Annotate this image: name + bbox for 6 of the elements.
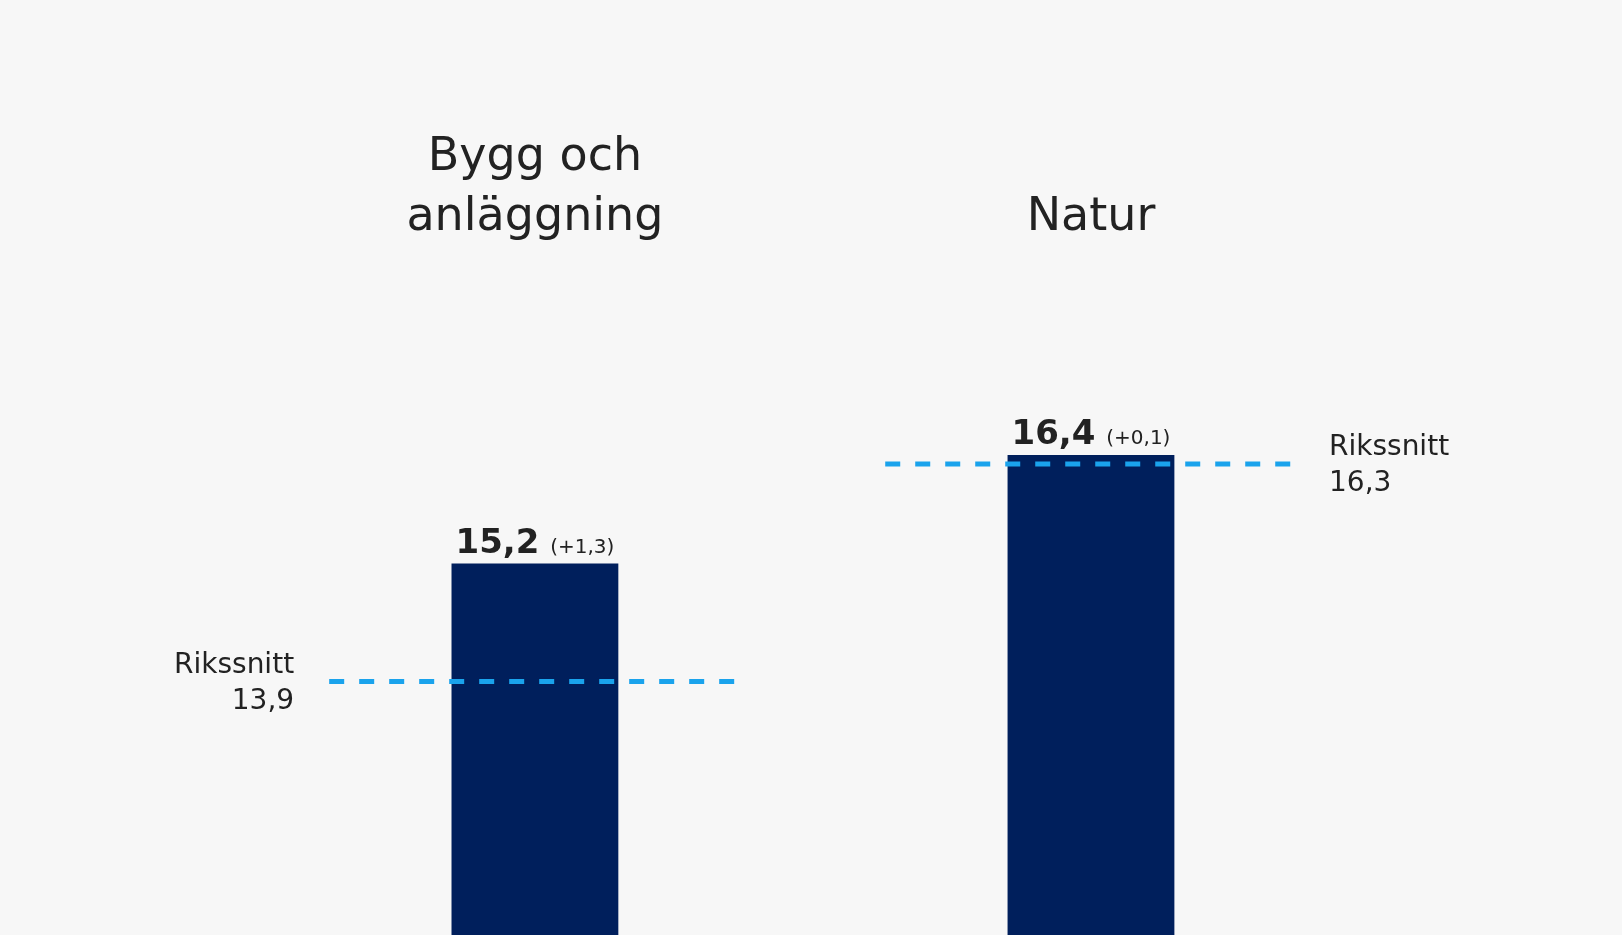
ref-line-label: Rikssnitt 13,9 (174, 647, 295, 717)
x-tick-label: Natur (1026, 186, 1156, 241)
data-label: 15,2 (+1,3) (455, 520, 615, 561)
ref-line-label: Rikssnitt 16,3 (1329, 429, 1450, 499)
data-label: 16,4 (+0,1) (1011, 411, 1171, 452)
x-tick-label: Bygg och anläggning (406, 127, 664, 241)
